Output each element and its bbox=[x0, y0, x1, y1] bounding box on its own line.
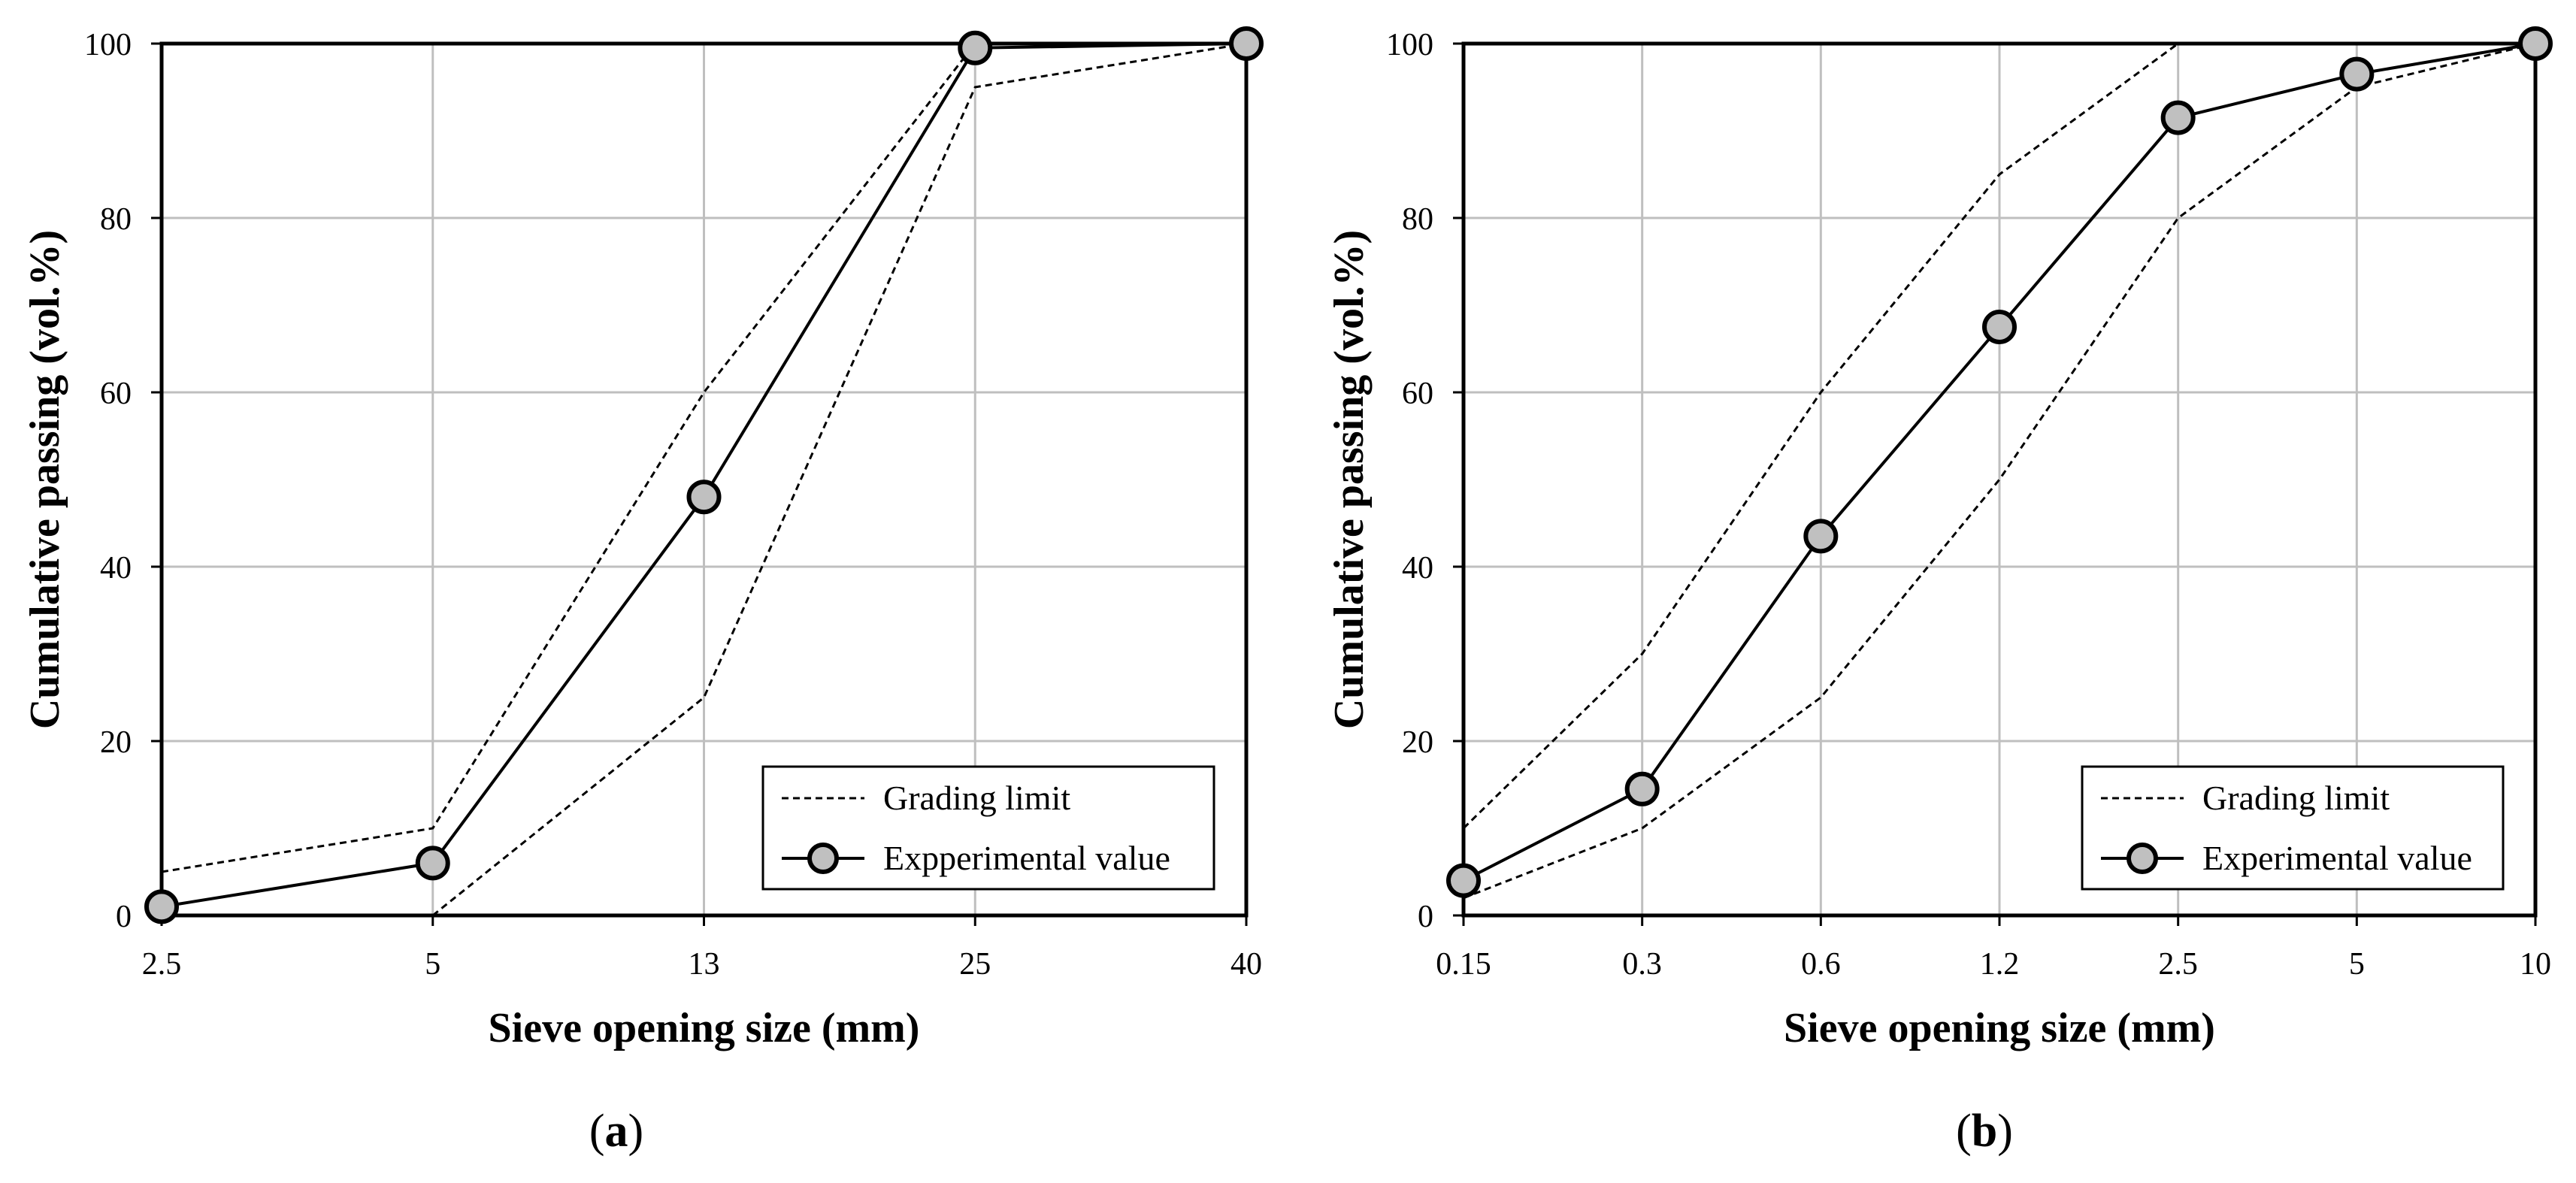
experimental-point bbox=[686, 480, 722, 515]
x-axis-title: Sieve opening size (mm) bbox=[489, 1005, 920, 1051]
y-tick-label: 80 bbox=[100, 202, 132, 237]
x-tick-label: 0.6 bbox=[1801, 947, 1841, 982]
legend-label: Experimental value bbox=[2202, 839, 2472, 877]
y-tick-label: 60 bbox=[1402, 377, 1433, 411]
legend-marker-sample bbox=[2126, 843, 2158, 874]
y-axis-title: Cumulative passing (vol.%) bbox=[22, 230, 68, 729]
legend-marker-sample bbox=[807, 843, 839, 874]
grading-limit-lower-line bbox=[431, 42, 1247, 917]
x-tick-label: 1.2 bbox=[1980, 947, 2020, 982]
x-tick-label: 25 bbox=[959, 947, 991, 982]
legend-box bbox=[761, 765, 1215, 891]
panel-label-open: ( bbox=[589, 1106, 605, 1157]
chart-panel-a: 2.5 5 13 25 40 0 20 40 60 80 100 Sieve opening size… bbox=[22, 26, 1264, 1157]
experimental-point bbox=[144, 889, 179, 924]
legend-label: Grading limit bbox=[883, 779, 1070, 817]
y-tick-label: 0 bbox=[1418, 900, 1433, 934]
experimental-point bbox=[1229, 26, 1264, 61]
y-tick-label: 20 bbox=[1402, 725, 1433, 760]
y-tick-label: 20 bbox=[100, 725, 132, 760]
x-tick-label: 2.5 bbox=[2158, 947, 2198, 982]
y-tick-label: 100 bbox=[84, 28, 132, 62]
x-tick-label: 10 bbox=[2520, 947, 2551, 982]
x-tick-label: 5 bbox=[425, 947, 440, 982]
experimental-point bbox=[2339, 56, 2375, 92]
experimental-point bbox=[2518, 26, 2553, 61]
panel-label-close: ) bbox=[628, 1106, 644, 1157]
y-axis-title: Cumulative passing (vol.%) bbox=[1326, 230, 1373, 729]
experimental-point bbox=[1624, 771, 1660, 806]
experimental-point bbox=[2160, 100, 2196, 135]
y-tick-label: 40 bbox=[1402, 551, 1433, 585]
y-tick-label: 60 bbox=[100, 377, 132, 411]
panel-label-open: ( bbox=[1956, 1106, 1972, 1157]
x-axis-title: Sieve opening size (mm) bbox=[1784, 1005, 2215, 1051]
y-tick-label: 40 bbox=[100, 551, 132, 585]
grading-limit-upper-line bbox=[1462, 42, 2179, 830]
legend-label: Grading limit bbox=[2202, 779, 2390, 817]
legend: Grading limit Expperimental value bbox=[761, 765, 1215, 891]
y-tick-label: 80 bbox=[1402, 202, 1433, 237]
legend: Grading limit Experimental value bbox=[2081, 765, 2505, 891]
legend-label: Expperimental value bbox=[883, 839, 1170, 877]
experimental-point bbox=[1446, 863, 1481, 898]
panel-label-close: ) bbox=[1997, 1106, 2013, 1157]
panel-label-letter: a bbox=[605, 1106, 628, 1157]
experimental-point bbox=[1982, 310, 2017, 344]
panel-label-letter: b bbox=[1972, 1106, 1997, 1157]
x-tick-label: 13 bbox=[689, 947, 720, 982]
x-tick-label: 0.3 bbox=[1622, 947, 1662, 982]
experimental-point bbox=[1803, 519, 1839, 554]
panel-label: (b) bbox=[1956, 1106, 2013, 1157]
panel-label: (a) bbox=[589, 1106, 643, 1157]
experimental-point bbox=[958, 30, 993, 65]
x-tick-label: 40 bbox=[1230, 947, 1262, 982]
grading-limit-upper-line bbox=[161, 42, 1246, 873]
y-tick-label: 0 bbox=[116, 900, 132, 934]
x-tick-label: 2.5 bbox=[142, 947, 182, 982]
experimental-point bbox=[415, 846, 450, 881]
x-tick-label: 0.15 bbox=[1436, 947, 1491, 982]
x-tick-label: 5 bbox=[2349, 947, 2365, 982]
y-tick-label: 100 bbox=[1386, 28, 1433, 62]
